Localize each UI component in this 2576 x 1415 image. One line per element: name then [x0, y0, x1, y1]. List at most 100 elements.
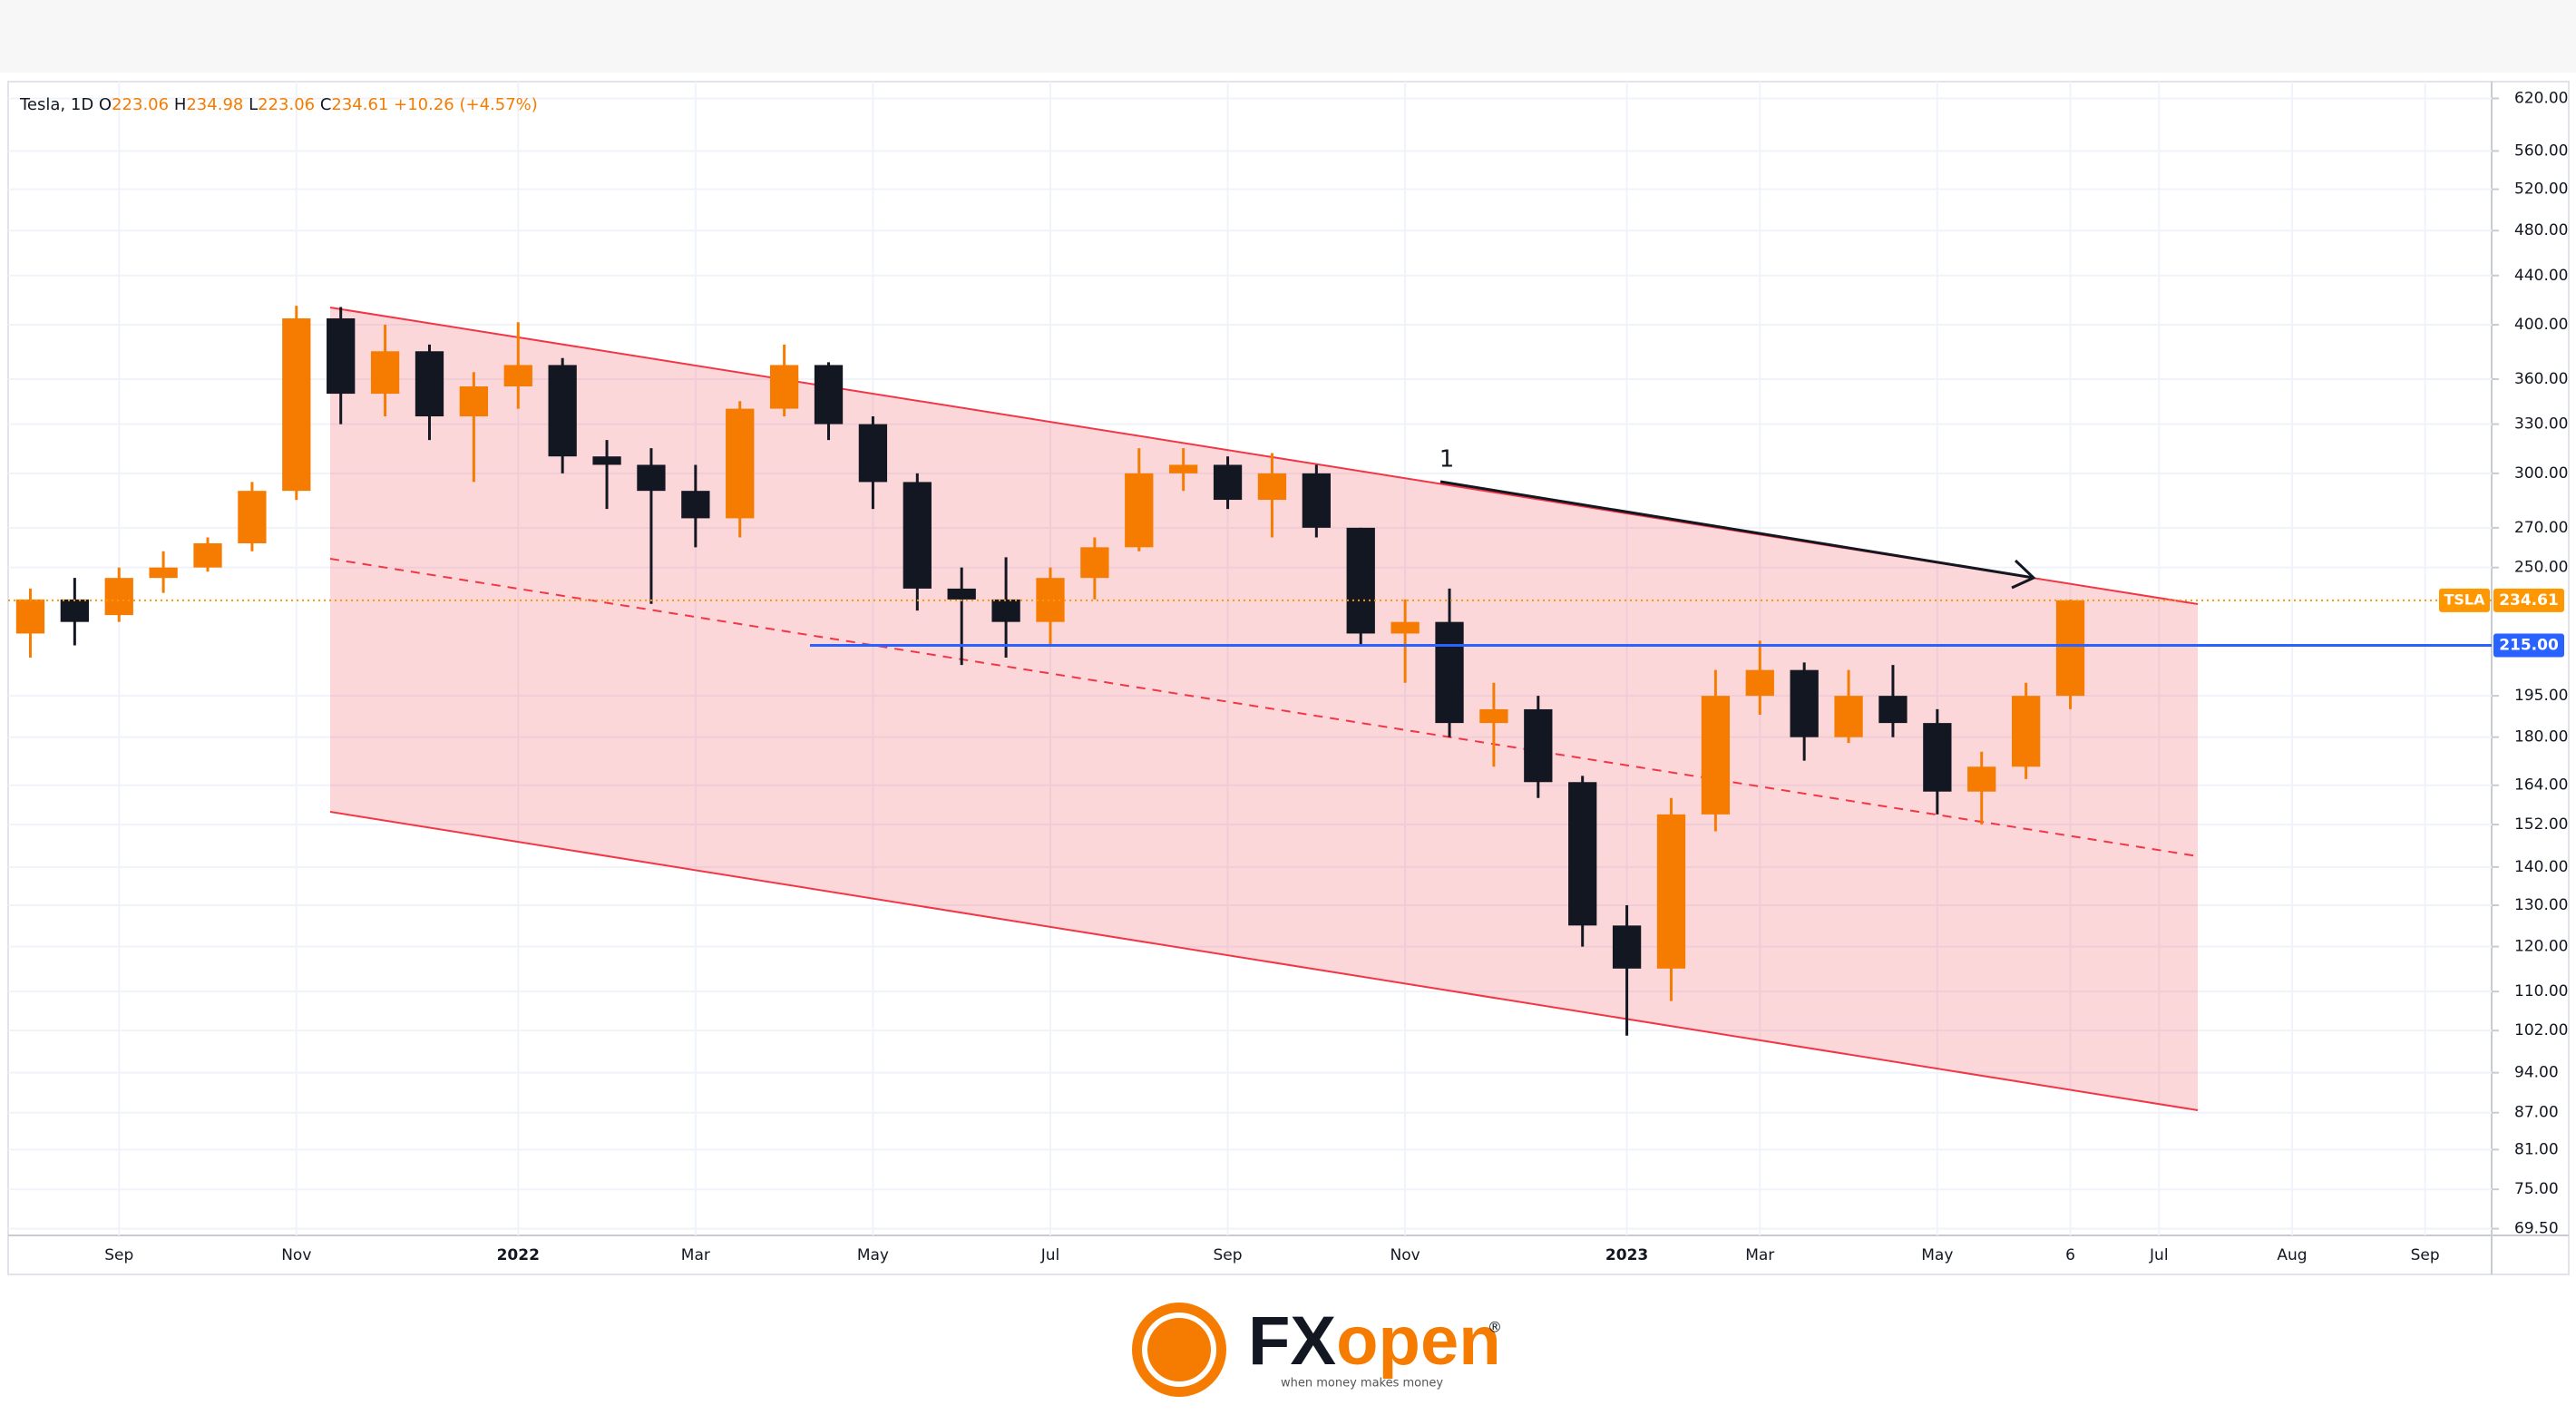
candle-body	[1435, 621, 1464, 724]
candle-body	[1213, 464, 1243, 501]
candle-body	[1479, 708, 1508, 724]
x-tick-label: Jul	[1040, 1246, 1060, 1264]
candle-body	[1612, 925, 1642, 969]
y-tick-label: 195.00	[2514, 687, 2568, 705]
candle-body	[1745, 669, 1774, 697]
x-tick-label: 2022	[497, 1246, 540, 1264]
candle-body	[1656, 814, 1686, 969]
candle-body	[903, 482, 932, 589]
y-tick-label: 480.00	[2514, 221, 2568, 239]
logo-registered: ®	[1488, 1319, 1502, 1336]
candle-body	[193, 542, 222, 568]
candle-body	[282, 317, 311, 492]
y-tick-label: 270.00	[2514, 519, 2568, 537]
x-tick-label: Mar	[1745, 1246, 1774, 1264]
candle-body	[104, 578, 133, 616]
x-tick-label: May	[1921, 1246, 1953, 1264]
footer	[0, 1274, 2576, 1415]
candle-body	[726, 408, 755, 519]
x-tick-label: Sep	[2411, 1246, 2440, 1264]
logo-open: open	[1336, 1303, 1501, 1380]
candle-body	[149, 567, 178, 579]
candle-body	[60, 599, 89, 622]
y-tick-label: 130.00	[2514, 896, 2568, 914]
marks	[8, 306, 2492, 1036]
grid	[8, 82, 2492, 1235]
x-tick-label: 6	[2065, 1246, 2075, 1264]
y-tick-label: 120.00	[2514, 938, 2568, 956]
y-tick-label: 110.00	[2514, 982, 2568, 1000]
candle-body	[548, 365, 577, 457]
candle-body	[1701, 696, 1731, 815]
low: 223.06	[258, 95, 315, 114]
candle-body	[1125, 473, 1154, 548]
x-tick-label: 2023	[1605, 1246, 1648, 1264]
candle-body	[858, 424, 888, 483]
o-label: O	[99, 95, 112, 114]
level-label-box	[2493, 633, 2564, 658]
last-price-box	[2493, 588, 2564, 612]
y-tick-label: 102.00	[2514, 1021, 2568, 1039]
open: 223.06	[112, 95, 169, 114]
candle-body	[991, 599, 1020, 622]
candle-body	[415, 351, 444, 417]
candle-body	[1568, 782, 1597, 926]
channel-mid	[329, 558, 2199, 857]
arrow-head	[2011, 559, 2036, 590]
candle-body	[1967, 766, 1996, 792]
x-tick-label: Jul	[2149, 1246, 2169, 1264]
ohlc-legend: Tesla, 1D O223.06 H234.98 L223.06 C234.6…	[19, 95, 538, 114]
x-tick-label: May	[857, 1246, 889, 1264]
candle-body	[769, 365, 799, 409]
candle-body	[814, 365, 844, 424]
logo-fx: FX	[1248, 1303, 1336, 1380]
level-label: 215.00	[2499, 637, 2559, 655]
candle-body	[2055, 600, 2085, 697]
symbol-label: TSLA	[2444, 590, 2485, 608]
x-tick-label: Mar	[681, 1246, 710, 1264]
x-tick-label: Aug	[2277, 1246, 2307, 1264]
chart-frame	[7, 81, 2570, 1275]
candle-body	[2011, 696, 2041, 767]
x-tick-label: Nov	[1390, 1246, 1420, 1264]
y-tick-label: 75.00	[2514, 1180, 2559, 1198]
candle-body	[681, 491, 710, 519]
change: +10.26 (+4.57%)	[394, 95, 538, 114]
candle-body	[238, 491, 267, 543]
x-tick-label: Sep	[104, 1246, 133, 1264]
x-tick-label: Nov	[281, 1246, 311, 1264]
high: 234.98	[186, 95, 243, 114]
y-tick-label: 400.00	[2514, 316, 2568, 334]
candle-body	[327, 317, 356, 395]
y-tick-label: 250.00	[2514, 559, 2568, 577]
candle-body	[637, 464, 666, 492]
y-tick-label: 620.00	[2514, 90, 2568, 108]
x-tick-label: Sep	[1214, 1246, 1243, 1264]
candle-body	[459, 386, 489, 417]
axis-labels: 620.00 560.00 520.00 480.00 440.00 400.00 360.…	[104, 90, 2568, 1264]
candle-body	[15, 599, 45, 634]
candle-body	[947, 588, 976, 600]
y-tick-label: 94.00	[2514, 1064, 2559, 1082]
channel-fill	[330, 307, 2198, 1110]
c-label: C	[320, 95, 332, 114]
channel-lower	[329, 811, 2199, 1111]
y-tick-label: 330.00	[2514, 415, 2568, 434]
top-band	[0, 0, 2576, 73]
y-tick-label: 440.00	[2514, 267, 2568, 285]
close: 234.61	[331, 95, 388, 114]
h-label: H	[174, 95, 187, 114]
candle-body	[1346, 527, 1375, 634]
candle-body	[503, 365, 532, 387]
candle-body	[1390, 621, 1420, 634]
candle-body	[1257, 473, 1287, 501]
symbol: Tesla, 1D	[19, 95, 93, 114]
logo-text: FXopen	[1248, 1303, 1501, 1380]
candle-body	[1524, 708, 1553, 783]
candle-body	[1790, 669, 1819, 737]
candle-body	[592, 456, 621, 465]
logo: FXopen ® when money makes money	[1132, 1303, 1502, 1397]
candle-body	[1834, 696, 1863, 737]
